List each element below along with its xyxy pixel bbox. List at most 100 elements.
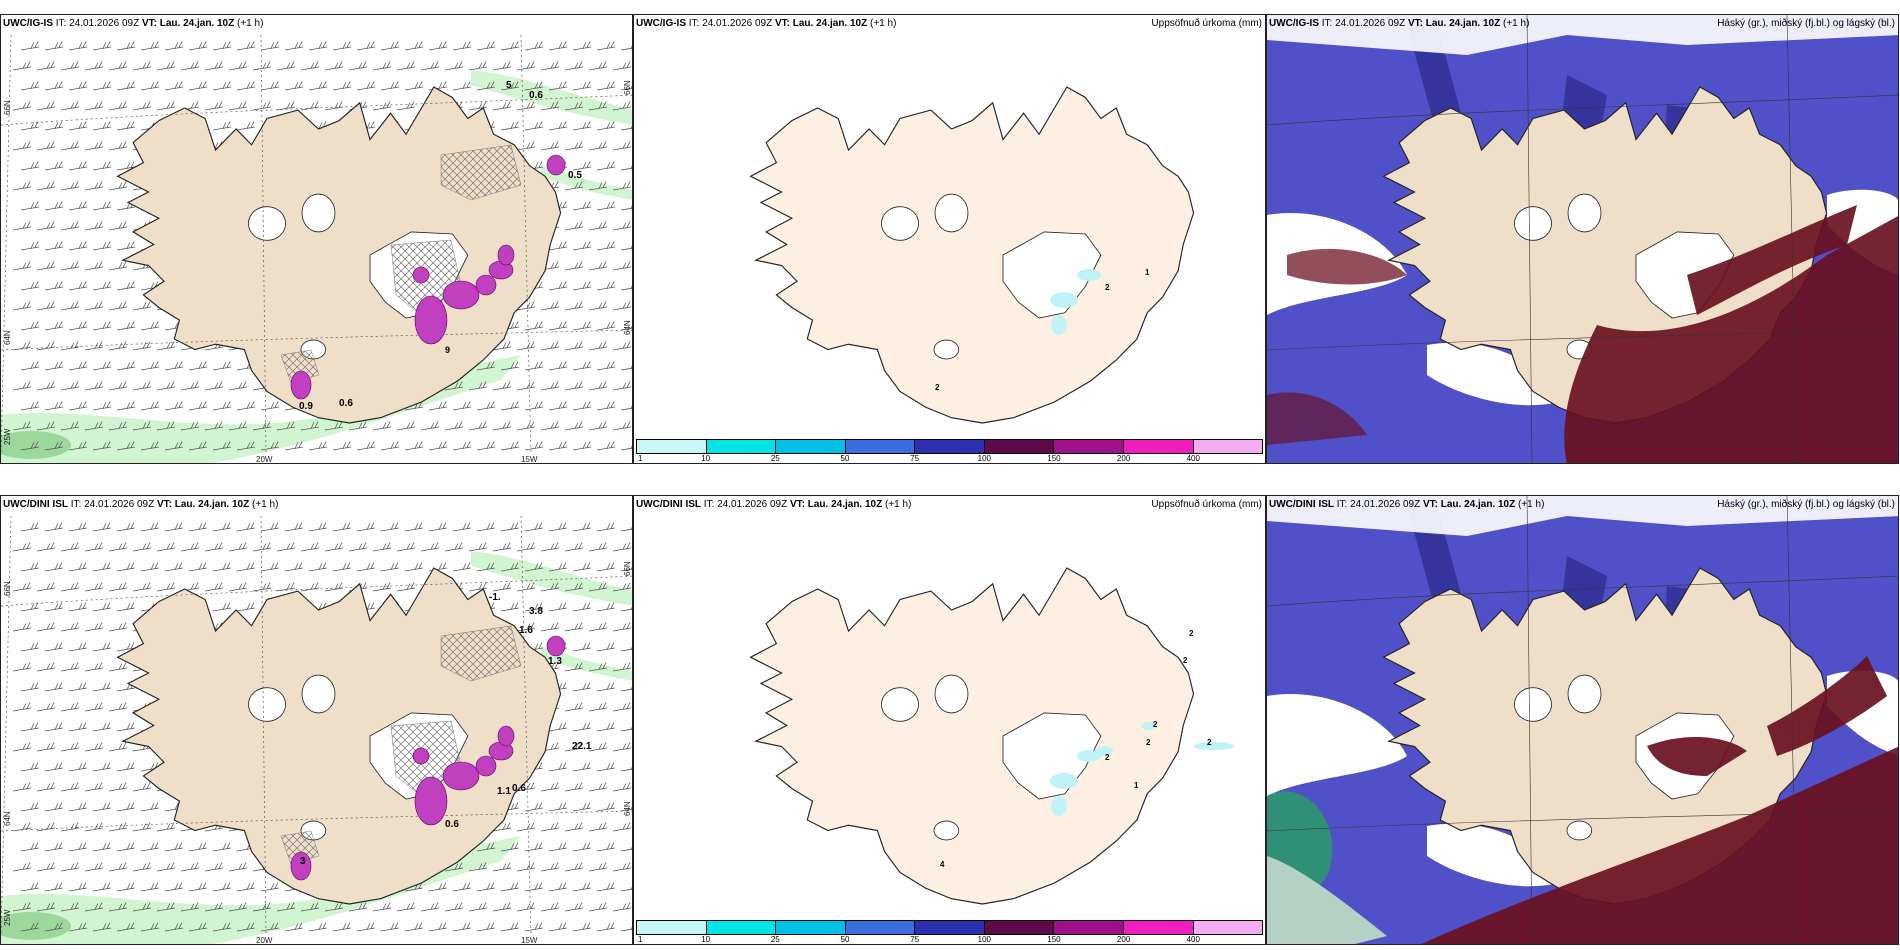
lon-label-25w: 25W	[3, 909, 12, 926]
colorbar-tick: 50	[840, 935, 850, 944]
lon-label-25w: 25W	[3, 428, 12, 445]
colorbar-tick: 10	[701, 935, 711, 944]
precip-label: 9	[445, 345, 451, 355]
panel-title: UWC/DINI ISL IT: 24.01.2026 09Z VT: Lau.…	[3, 499, 279, 510]
colorbar-tick: 400	[1186, 454, 1200, 463]
panel-title: UWC/IG-IS IT: 24.01.2026 09Z VT: Lau. 24…	[3, 18, 264, 29]
colorbar-tick: 100	[977, 454, 991, 463]
wind-precip-map[interactable]	[1, 496, 633, 945]
colorbar-tick: 75	[910, 454, 920, 463]
precip-label: 0.9	[299, 401, 313, 412]
panel-title: UWC/DINI ISL IT: 24.01.2026 09Z VT: Lau.…	[1269, 499, 1545, 510]
colorbar-segment	[637, 921, 707, 934]
accumulated-precip-map[interactable]	[634, 496, 1266, 945]
colorbar-segment	[915, 921, 985, 934]
field-title: Háský (gr.), miðský (fj.bl.) og lágský (…	[1717, 499, 1895, 510]
precip-value-label: 2	[1105, 283, 1110, 292]
colorbar-segment	[776, 921, 846, 934]
precip-label: 22.1	[572, 741, 592, 752]
colorbar-tick: 100	[977, 935, 991, 944]
precip-value-label: 1	[1134, 781, 1139, 790]
panel-top-left-wind-precip: UWC/IG-IS IT: 24.01.2026 09Z VT: Lau. 24…	[0, 14, 633, 464]
colorbar-segment	[1054, 921, 1124, 934]
lat-label-64n: 64N	[3, 811, 12, 826]
precip-label: 1.6	[519, 625, 533, 636]
colorbar-segment	[637, 440, 707, 453]
colorbar-segment	[1193, 921, 1263, 934]
lon-label-20w: 20W	[256, 936, 273, 945]
right-lat-label-66n: 66N	[623, 561, 632, 576]
colorbar-segment	[776, 440, 846, 453]
precip-label: 5	[506, 80, 512, 91]
accumulated-precip-map[interactable]	[634, 15, 1266, 464]
colorbar-tick: 150	[1047, 935, 1061, 944]
colorbar-segment	[1054, 440, 1124, 453]
precip-colorbar: 1 10 25 50 75 100 150 200 400	[636, 439, 1263, 463]
field-title: Uppsöfnuð úrkoma (mm)	[1151, 499, 1262, 510]
precip-value-label: 2	[1189, 629, 1194, 638]
precip-label: 0.6	[529, 90, 543, 101]
precip-value-label: 2	[1183, 656, 1188, 665]
field-title: Uppsöfnuð úrkoma (mm)	[1151, 18, 1262, 29]
panel-title: UWC/IG-IS IT: 24.01.2026 09Z VT: Lau. 24…	[636, 18, 897, 29]
colorbar-segment	[984, 921, 1055, 934]
panel-bottom-right-clouds: UWC/DINI ISL IT: 24.01.2026 09Z VT: Lau.…	[1266, 495, 1899, 945]
precip-value-label: 2	[1105, 753, 1110, 762]
colorbar-tick: 10	[701, 454, 711, 463]
lat-label-64n: 64N	[3, 330, 12, 345]
colorbar-tick: 25	[770, 454, 780, 463]
panel-top-right-clouds: UWC/IG-IS IT: 24.01.2026 09Z VT: Lau. 24…	[1266, 14, 1899, 464]
colorbar-tick: 150	[1047, 454, 1061, 463]
colorbar-segment	[845, 440, 916, 453]
colorbar-segment	[1123, 921, 1194, 934]
panel-bottom-left-wind-precip: UWC/DINI ISL IT: 24.01.2026 09Z VT: Lau.…	[0, 495, 633, 945]
precip-label: 3	[300, 856, 306, 867]
colorbar-tick: 200	[1116, 454, 1131, 463]
precip-value-label: 2	[935, 383, 940, 392]
panel-title: UWC/DINI ISL IT: 24.01.2026 09Z VT: Lau.…	[636, 499, 912, 510]
lat-label-66n: 66N	[3, 100, 12, 115]
wind-precip-map[interactable]	[1, 15, 633, 464]
panel-title: UWC/IG-IS IT: 24.01.2026 09Z VT: Lau. 24…	[1269, 18, 1530, 29]
colorbar-segment	[845, 921, 916, 934]
colorbar-segment	[706, 921, 777, 934]
precip-value-label: 2	[1153, 720, 1158, 729]
cloud-cover-map[interactable]	[1267, 15, 1899, 464]
precip-colorbar: 1 10 25 50 75 100 150 200 400	[636, 920, 1263, 944]
lon-label-15w: 15W	[521, 936, 538, 945]
precip-label: 0.6	[339, 398, 353, 409]
precip-value-label: 4	[940, 860, 945, 869]
precip-value-label: 1	[1145, 268, 1150, 277]
right-lat-label-64n: 64N	[623, 320, 632, 335]
precip-label: -1.	[489, 592, 501, 603]
colorbar-tick: 400	[1186, 935, 1200, 944]
precip-label: 0.6	[512, 783, 526, 794]
colorbar-tick: 75	[910, 935, 920, 944]
right-lat-label-64n: 64N	[623, 801, 632, 816]
precip-label: 0.6	[445, 819, 459, 830]
lon-label-20w: 20W	[256, 455, 273, 464]
colorbar-segment	[915, 440, 985, 453]
panel-bottom-mid-accumulated-precip: UWC/DINI ISL IT: 24.01.2026 09Z VT: Lau.…	[633, 495, 1266, 945]
field-title: Háský (gr.), miðský (fj.bl.) og lágský (…	[1717, 18, 1895, 29]
panel-top-mid-accumulated-precip: UWC/IG-IS IT: 24.01.2026 09Z VT: Lau. 24…	[633, 14, 1266, 464]
colorbar-tick: 50	[840, 454, 850, 463]
colorbar-segment	[1123, 440, 1194, 453]
cloud-cover-map[interactable]	[1267, 496, 1899, 945]
colorbar-tick: 1	[638, 454, 643, 463]
colorbar-segment	[706, 440, 777, 453]
colorbar-tick: 25	[770, 935, 780, 944]
precip-value-label: 2	[1146, 738, 1151, 747]
iceland-landmass	[1382, 567, 1828, 905]
lat-label-66n: 66N	[3, 581, 12, 596]
precip-label: 1.1	[497, 786, 511, 797]
colorbar-tick: 200	[1116, 935, 1131, 944]
colorbar-segment	[1193, 440, 1263, 453]
lon-label-15w: 15W	[521, 455, 538, 464]
right-lat-label-66n: 66N	[623, 80, 632, 95]
precip-value-label: 2	[1207, 738, 1212, 747]
iceland-landmass	[749, 86, 1195, 424]
colorbar-tick: 1	[638, 935, 643, 944]
colorbar-segment	[984, 440, 1055, 453]
precip-label: 1.3	[548, 656, 562, 667]
